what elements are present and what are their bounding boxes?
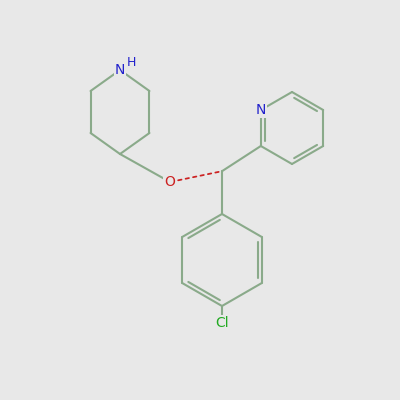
Text: Cl: Cl <box>215 316 229 330</box>
Text: H: H <box>126 56 136 69</box>
Text: N: N <box>115 63 125 77</box>
Text: N: N <box>256 103 266 117</box>
Text: O: O <box>164 175 176 189</box>
